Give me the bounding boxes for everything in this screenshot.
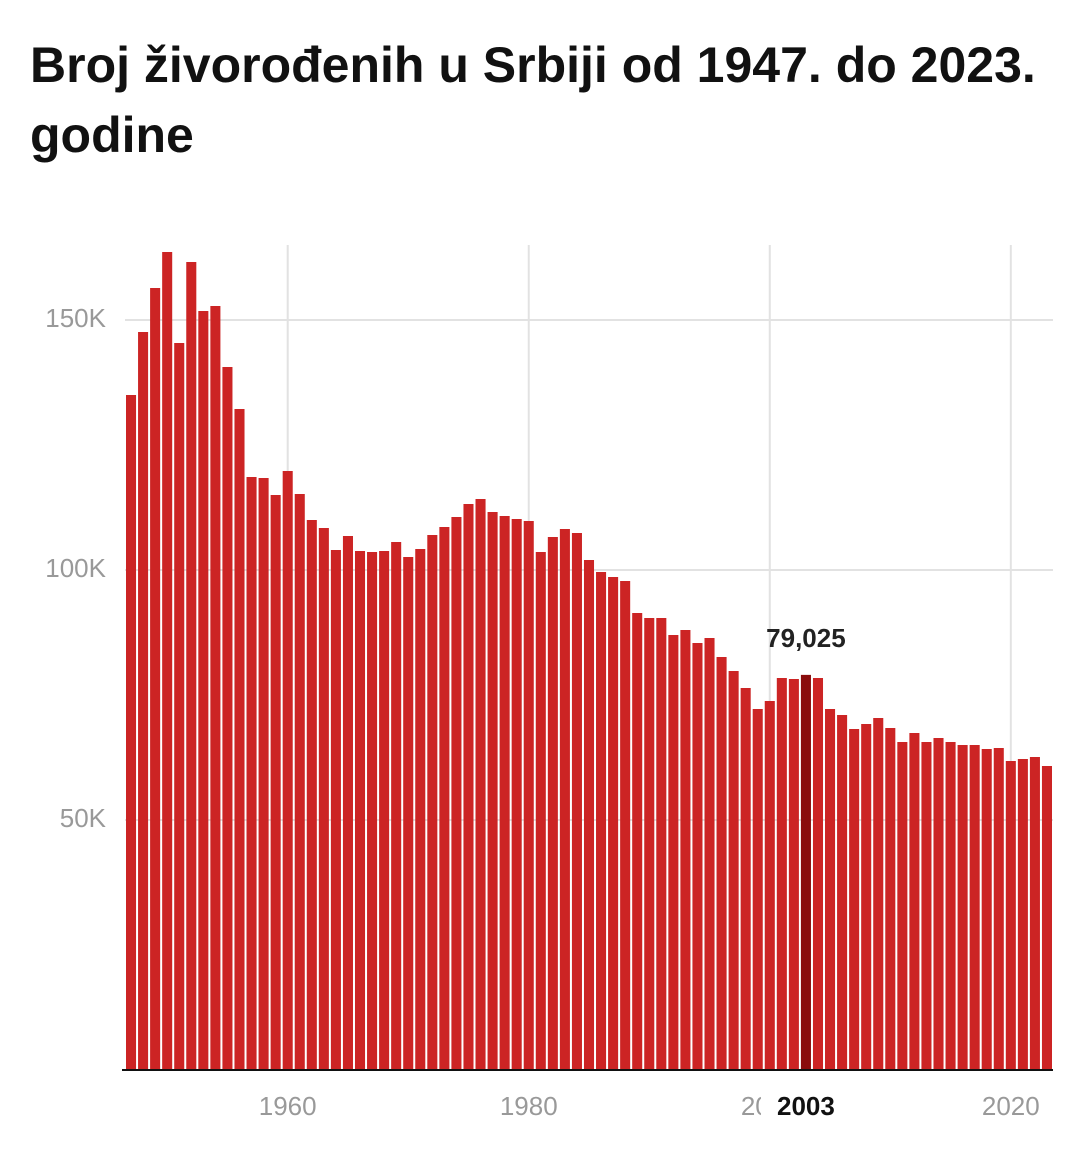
bar: [981, 749, 992, 1070]
bar: [945, 742, 956, 1070]
bar: [198, 311, 209, 1070]
bar: [162, 252, 173, 1070]
bar: [620, 581, 631, 1070]
bar: [861, 724, 872, 1070]
x-tick-label: 2020: [982, 1091, 1040, 1121]
bar: [222, 367, 233, 1070]
bar: [138, 332, 149, 1070]
bar: [523, 521, 534, 1070]
bar: [1029, 757, 1040, 1070]
bar: [174, 343, 185, 1070]
bar: [186, 262, 197, 1070]
bar: [885, 728, 896, 1070]
bar: [608, 577, 619, 1070]
data-label: 79,025: [766, 623, 846, 653]
x-tick-label: 1960: [259, 1091, 317, 1121]
bar: [571, 533, 582, 1070]
bar: [403, 557, 414, 1070]
x-tick-label: 1980: [500, 1091, 558, 1121]
bar: [282, 471, 293, 1070]
bar: [475, 499, 486, 1070]
bar: [849, 729, 860, 1070]
bar: [415, 549, 426, 1070]
bar: [752, 709, 763, 1070]
bar: [451, 517, 462, 1070]
bar: [210, 306, 221, 1070]
bar: [776, 678, 787, 1070]
chart-title: Broj živorođenih u Srbiji od 1947. do 20…: [30, 37, 1036, 163]
bar: [306, 520, 317, 1070]
bar: [909, 733, 920, 1070]
bar: [367, 552, 378, 1070]
bar: [812, 678, 824, 1070]
bar: [644, 618, 655, 1070]
bar: [656, 618, 667, 1070]
bar: [837, 715, 848, 1070]
bar: [957, 745, 968, 1070]
bar: [764, 701, 775, 1070]
highlight-x-label: 2003: [777, 1091, 835, 1121]
bar: [487, 512, 498, 1070]
bar: [728, 671, 739, 1070]
bar: [897, 742, 908, 1070]
bar: [704, 638, 715, 1070]
bar: [354, 551, 366, 1070]
bar: [921, 742, 932, 1070]
bar: [379, 551, 390, 1070]
bar: [294, 494, 305, 1070]
bar: [1041, 766, 1052, 1070]
bar: [668, 635, 679, 1070]
bar: [1017, 759, 1028, 1070]
bar: [1005, 761, 1016, 1070]
bar: [427, 535, 438, 1070]
bar: [680, 630, 691, 1070]
bar: [463, 504, 474, 1070]
bar: [583, 560, 595, 1070]
bar: [800, 674, 811, 1070]
bar: [439, 527, 450, 1070]
bar: [342, 536, 353, 1070]
bar: [969, 745, 980, 1070]
bar: [788, 679, 799, 1070]
bar: [330, 550, 341, 1070]
bar: [825, 709, 836, 1070]
bar: [740, 688, 751, 1070]
bar: [126, 395, 137, 1070]
bar: [716, 657, 727, 1070]
bar: [499, 516, 510, 1070]
y-tick-label: 100K: [45, 553, 106, 583]
bar: [270, 495, 281, 1070]
bar: [246, 477, 257, 1070]
bar: [511, 519, 522, 1070]
bar: [234, 409, 245, 1070]
bar: [933, 738, 944, 1070]
bar: [547, 537, 558, 1070]
bar: [318, 528, 329, 1070]
bar: [632, 613, 643, 1070]
bar: [993, 748, 1004, 1070]
bar: [258, 478, 269, 1070]
bar: [559, 529, 570, 1070]
bar: [596, 572, 607, 1070]
bar: [873, 718, 884, 1070]
bar: [150, 288, 161, 1070]
bar: [391, 542, 402, 1070]
bar: [535, 552, 546, 1070]
label-background: [760, 1090, 851, 1126]
y-tick-label: 150K: [45, 303, 106, 333]
y-tick-label: 50K: [60, 803, 107, 833]
bar: [692, 643, 703, 1070]
